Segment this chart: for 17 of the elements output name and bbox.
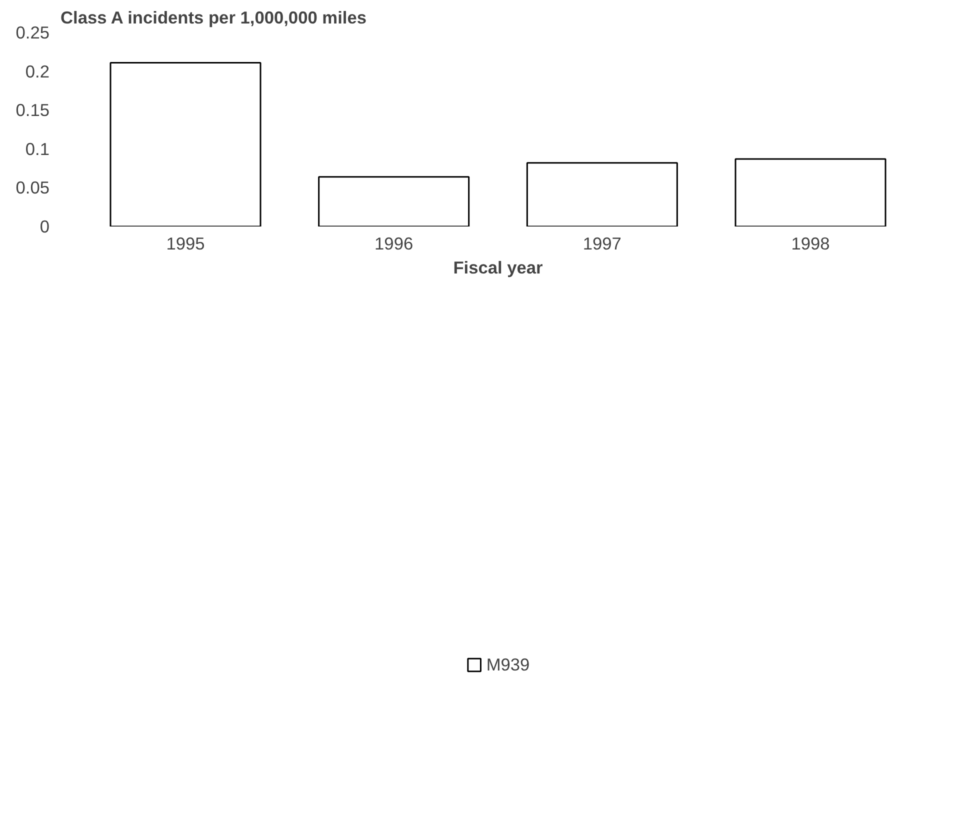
x-axis-title: Fiscal year [453, 258, 544, 278]
x-tick-label: 1998 [791, 234, 830, 254]
x-tick-label: 1997 [582, 234, 622, 254]
y-tick-label: 0.15 [16, 100, 50, 120]
legend-label: M939 [486, 654, 530, 676]
y-tick-label: 0.1 [25, 138, 50, 159]
y-tick-label: 0.05 [16, 178, 50, 198]
y-axis-title: Class A incidents per 1,000,000 miles [60, 8, 366, 28]
x-tick-label: 1996 [374, 234, 414, 254]
y-tick-label: 0 [40, 216, 50, 236]
y-tick-label: 0.2 [25, 61, 50, 82]
bar [526, 162, 678, 226]
bar [318, 176, 470, 226]
bar [110, 62, 262, 226]
bar [734, 158, 886, 226]
x-tick-label: 1995 [166, 234, 205, 254]
y-tick-label: 0.25 [16, 22, 50, 42]
